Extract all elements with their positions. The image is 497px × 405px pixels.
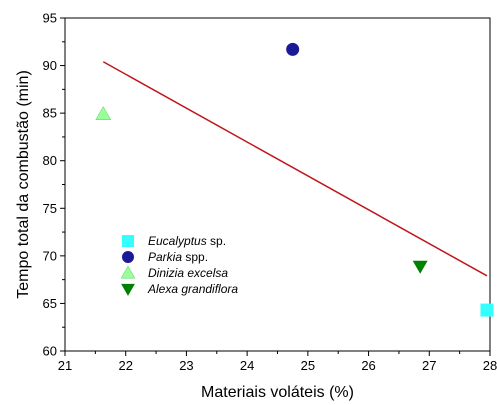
y-tick-label: 90 [43, 58, 57, 73]
legend-marker-alexa-grandiflora [121, 283, 135, 296]
plot-border [64, 17, 491, 352]
y-tick-label: 70 [43, 248, 57, 263]
legend-label-alexa-grandiflora: Alexa grandiflora [147, 282, 238, 296]
x-tick-label: 24 [240, 358, 254, 373]
legend-marker-parkia [122, 251, 134, 263]
data-points [95, 42, 494, 317]
trendline [102, 61, 488, 277]
x-axis: 21 22 23 24 25 26 27 28 [58, 351, 497, 373]
x-axis-title: Materiais voláteis (%) [201, 384, 354, 401]
x-tick-label: 28 [483, 358, 497, 373]
x-tick-label: 26 [361, 358, 375, 373]
trendline-group [102, 61, 488, 277]
x-tick-label: 25 [301, 358, 315, 373]
x-tick-label: 21 [58, 358, 72, 373]
y-tick-label: 75 [43, 201, 57, 216]
legend-marker-eucalyptus [122, 235, 134, 247]
y-tick-label: 95 [43, 11, 57, 26]
y-tick-label: 85 [43, 106, 57, 121]
legend-marker-dinizia-excelsa [120, 265, 136, 279]
y-axis-title: Tempo total da combustão (min) [15, 70, 32, 299]
plot-frame [64, 17, 491, 352]
legend-label-parkia: Parkia spp. [148, 250, 208, 264]
legend-label-eucalyptus: Eucalyptus sp. [148, 234, 226, 248]
point-eucalyptus [480, 303, 494, 317]
x-tick-label: 23 [179, 358, 193, 373]
y-tick-label: 60 [43, 344, 57, 359]
y-tick-label: 65 [43, 296, 57, 311]
x-tick-label: 27 [422, 358, 436, 373]
point-parkia [286, 42, 300, 56]
legend-label-dinizia-excelsa: Dinizia excelsa [148, 266, 228, 280]
point-alexa-grandiflora [412, 260, 428, 274]
point-dinizia-excelsa [95, 106, 112, 120]
legend: Eucalyptus sp. Parkia spp. Dinizia excelsa… [120, 234, 238, 296]
y-axis: 60 65 70 75 80 85 90 95 [43, 11, 65, 359]
x-tick-label: 22 [118, 358, 132, 373]
y-tick-label: 80 [43, 153, 57, 168]
